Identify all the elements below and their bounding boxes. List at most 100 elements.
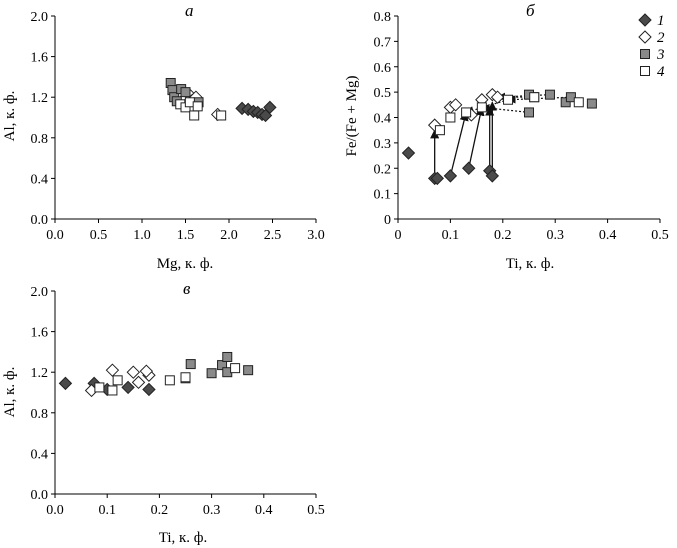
y-tick-label-c: 2.0	[31, 285, 49, 300]
point-series-2	[139, 364, 154, 378]
trend-arrow	[468, 106, 485, 169]
y-tick-label-a: 0.4	[31, 172, 49, 187]
point-series-4	[573, 97, 584, 108]
legend-marker-1	[638, 13, 652, 27]
y-tick-label-b: 0.1	[374, 188, 392, 203]
x-tick-label-b: 0.5	[651, 228, 669, 243]
y-tick-label-a: 2.0	[31, 10, 49, 25]
point-series-3	[586, 98, 597, 109]
panel-a: а Mg, к. ф. Al, к. ф. 0.0 0.5 1.0 1.5 2.0 2.5…	[2, 1, 325, 272]
legend-label-1: 1	[657, 13, 665, 29]
y-tick-label-c: 0.4	[31, 447, 49, 462]
y-tick-label-b: 0.7	[374, 35, 392, 50]
y-tick-label-b: 0.8	[374, 10, 392, 25]
point-series-1	[462, 161, 476, 175]
point-series-4	[529, 92, 540, 103]
y-tick-label-c: 0.0	[31, 488, 49, 503]
panel-b: б Ti, к. ф. Fe/(Fe + Mg) 0 0.1 0.2 0.3 0.4 0.…	[344, 1, 669, 272]
x-tick-label-c: 0.0	[46, 503, 64, 518]
point-series-2	[448, 98, 463, 112]
trend-arrow	[449, 111, 469, 177]
point-series-1	[401, 146, 416, 160]
point-series-1	[121, 380, 135, 395]
point-series-1	[443, 169, 458, 183]
point-series-3	[565, 92, 576, 103]
point-series-1	[263, 100, 277, 115]
y-axis-label-a: Al, к. ф.	[2, 91, 18, 142]
point-series-4	[192, 101, 203, 112]
y-tick-label-b: 0	[384, 213, 391, 228]
x-tick-label-a: 0.5	[90, 228, 108, 243]
x-tick-label-b: 0.4	[599, 228, 617, 243]
x-axis-label-c: Ti, к. ф.	[159, 530, 208, 546]
panel-label-a: а	[185, 1, 194, 20]
x-tick-label-c: 0.5	[307, 503, 325, 518]
panel-label-c: в	[183, 279, 191, 298]
x-tick-label-b: 0.1	[442, 228, 460, 243]
legend-label-2: 2	[657, 30, 665, 46]
legend-marker-2	[638, 30, 652, 44]
x-tick-label-a: 1.0	[133, 228, 151, 243]
point-series-3	[560, 97, 571, 108]
point-series-4	[216, 110, 227, 121]
point-series-4	[180, 372, 191, 383]
y-tick-label-b: 0.3	[374, 137, 392, 152]
point-series-4	[434, 125, 445, 136]
point-series-1	[142, 382, 156, 397]
point-series-4	[94, 382, 105, 393]
point-series-4	[107, 385, 118, 396]
point-series-4	[445, 112, 456, 123]
x-tick-label-a: 2.5	[264, 228, 282, 243]
point-series-3	[524, 107, 534, 118]
y-tick-label-c: 1.6	[31, 326, 49, 341]
y-tick-label-c: 0.8	[31, 407, 49, 422]
point-series-3	[206, 368, 217, 379]
y-tick-label-b: 0.4	[374, 112, 392, 127]
point-series-4	[112, 375, 123, 386]
point-series-4	[189, 110, 200, 121]
panel-label-b: б	[526, 1, 535, 20]
y-tick-label-b: 0.6	[374, 61, 392, 76]
y-tick-label-a: 0.0	[31, 213, 49, 228]
point-series-4	[461, 107, 472, 118]
point-series-1	[58, 376, 73, 391]
y-tick-label-a: 0.8	[31, 132, 49, 147]
point-series-2	[490, 90, 505, 104]
trend-arrow-dotted	[481, 103, 530, 114]
y-axis-label-b: Fe/(Fe + Mg)	[344, 76, 360, 157]
x-axis-label-a: Mg, к. ф.	[157, 256, 214, 272]
x-tick-label-c: 0.2	[151, 503, 169, 518]
point-series-3	[243, 365, 254, 376]
point-series-3	[544, 89, 555, 100]
point-series-3	[217, 360, 228, 371]
y-tick-label-a: 1.6	[31, 51, 49, 66]
x-axis-label-b: Ti, к. ф.	[506, 256, 555, 272]
point-series-4	[230, 363, 241, 374]
point-series-4	[164, 375, 175, 386]
x-tick-label-b: 0	[395, 228, 402, 243]
point-series-2	[105, 363, 120, 377]
point-series-3	[180, 87, 191, 98]
legend-label-4: 4	[657, 64, 665, 80]
x-tick-label-a: 0.0	[46, 228, 64, 243]
point-series-2	[131, 375, 146, 390]
x-tick-label-b: 0.3	[546, 228, 564, 243]
x-tick-label-b: 0.2	[494, 228, 512, 243]
point-series-3	[185, 359, 196, 370]
x-tick-label-a: 2.0	[220, 228, 238, 243]
legend-label-3: 3	[656, 47, 665, 63]
point-series-2	[126, 365, 141, 379]
x-tick-label-a: 3.0	[307, 228, 325, 243]
y-tick-label-b: 0.2	[374, 162, 392, 177]
legend: 1 2 3 4	[638, 13, 665, 80]
point-series-4	[503, 94, 514, 105]
y-tick-label-c: 1.2	[31, 366, 49, 381]
legend-marker-3	[640, 49, 650, 59]
trend-arrow-dotted	[507, 95, 571, 104]
point-series-3	[222, 351, 233, 362]
point-series-4	[476, 102, 487, 113]
point-series-1	[485, 169, 500, 183]
y-axis-label-c: Al, к. ф.	[2, 367, 18, 418]
x-tick-label-a: 1.5	[177, 228, 195, 243]
